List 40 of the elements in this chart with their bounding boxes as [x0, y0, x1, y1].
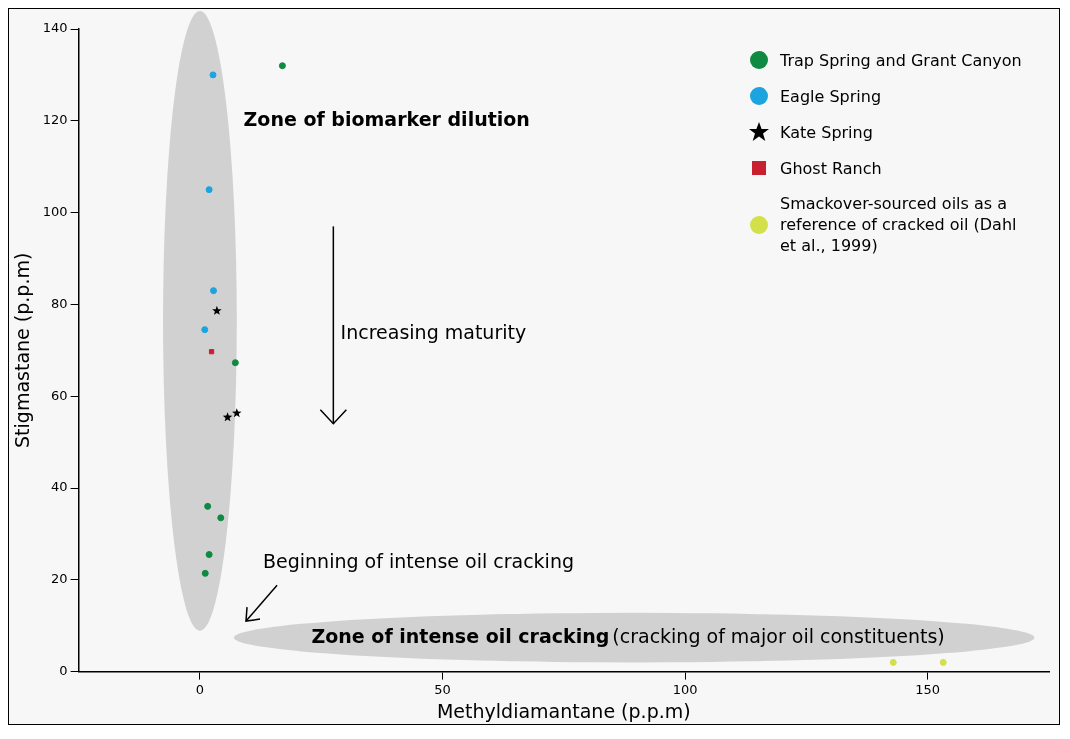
point [201, 569, 209, 577]
legend-label: Kate Spring [780, 121, 873, 143]
y-tick-label: 140 [42, 20, 68, 36]
x-tick-label: 0 [195, 681, 205, 697]
point [205, 186, 213, 194]
point [231, 359, 239, 367]
y-tick-label: 40 [51, 479, 68, 495]
annotation: Increasing maturity [340, 320, 527, 343]
y-tick-label: 120 [42, 112, 68, 128]
x-tick-label: 50 [434, 681, 451, 697]
legend-label: Eagle Spring [780, 85, 882, 107]
legend-label: Trap Spring and Grant Canyon [780, 49, 1022, 71]
point [208, 349, 215, 355]
point [205, 551, 213, 559]
y-tick-label: 60 [51, 387, 68, 403]
annotation: Zone of intense oil cracking [311, 624, 610, 647]
y-tick-label: 100 [42, 203, 68, 219]
point [889, 658, 897, 666]
point [222, 412, 233, 422]
annotation: Beginning of intense oil cracking [262, 550, 574, 573]
y-tick-label: 80 [51, 295, 68, 311]
point [210, 287, 217, 295]
x-tick-label: 150 [915, 681, 941, 697]
point [212, 305, 222, 315]
point [278, 62, 286, 70]
y-tick-label: 0 [59, 662, 68, 678]
y-axis-title: Stigmastane (p.p.m) [11, 252, 34, 448]
point [204, 502, 212, 510]
annotation: (cracking of major oil constituents) [612, 624, 945, 647]
point [217, 514, 225, 522]
legend-label: Smackover-sourced oils as a reference of cracked oil (Dahl et al., 1999) [780, 193, 1018, 256]
legend-label: Ghost Ranch [780, 157, 882, 179]
point [201, 326, 209, 334]
point [209, 71, 217, 79]
annotation: Zone of biomarker dilution [243, 107, 530, 130]
y-tick-label: 20 [51, 571, 68, 587]
x-tick-label: 100 [672, 681, 698, 697]
point [232, 408, 242, 418]
x-axis-title: Methyldiamantane (p.p.m) [436, 699, 691, 722]
point [939, 658, 947, 666]
